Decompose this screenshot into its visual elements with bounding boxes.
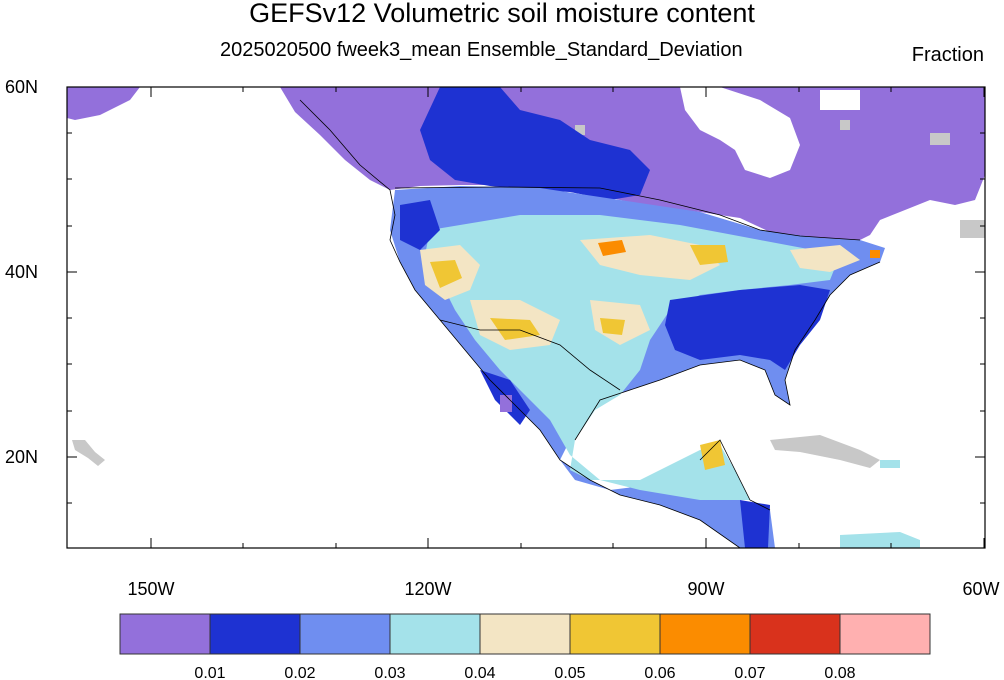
colorbar-swatch bbox=[389, 613, 481, 655]
field-centralamerica bbox=[740, 500, 770, 548]
field-southwest bbox=[400, 200, 440, 250]
field-orange-1 bbox=[598, 240, 626, 256]
colorbar-label: 0.04 bbox=[464, 665, 495, 680]
coastlines bbox=[299, 99, 881, 548]
colorbar-label: 0.06 bbox=[644, 665, 675, 680]
lon-ticks bbox=[150, 87, 985, 548]
colorbar-label: 0.03 bbox=[374, 665, 405, 680]
field-alaska bbox=[67, 87, 140, 120]
coastline-gulf bbox=[574, 261, 881, 441]
colorbar-label: 0.01 bbox=[194, 665, 225, 680]
field-southeast bbox=[665, 285, 830, 370]
colorbar-swatch bbox=[209, 613, 301, 655]
lon-label-90w: 90W bbox=[687, 579, 724, 599]
colorbar-swatch bbox=[839, 613, 931, 655]
coastline-yucatan bbox=[699, 439, 771, 511]
field-orange-2 bbox=[870, 250, 880, 258]
map-subtitle: 2025020500 fweek3_mean Ensemble_Standard… bbox=[220, 39, 743, 61]
border-us-mexico bbox=[439, 319, 621, 391]
colorbar-label: 0.02 bbox=[284, 665, 315, 680]
colorbar-swatch bbox=[299, 613, 391, 655]
field-usa-cyan bbox=[425, 215, 840, 500]
colorbar-swatch bbox=[749, 613, 841, 655]
field-gold-5 bbox=[600, 318, 625, 335]
colorbar: 0.01 0.02 0.03 0.04 0.05 0.06 0.07 0.08 bbox=[119, 613, 931, 680]
border-us-canada bbox=[394, 186, 861, 241]
lat-ticks bbox=[67, 86, 985, 504]
field-hawaii bbox=[72, 440, 105, 466]
field-caribbean bbox=[770, 435, 880, 468]
colorbar-label: 0.07 bbox=[734, 665, 765, 680]
lon-label-120w: 120W bbox=[404, 579, 451, 599]
field-gold-1 bbox=[430, 260, 462, 288]
units-label: Fraction bbox=[911, 44, 984, 66]
field-missing bbox=[960, 220, 985, 238]
colorbar-swatch bbox=[479, 613, 571, 655]
field-missing bbox=[840, 120, 850, 130]
map-field bbox=[67, 87, 985, 548]
field-missing bbox=[575, 125, 585, 135]
field-gold-2 bbox=[490, 318, 540, 340]
lon-label-60w: 60W bbox=[962, 579, 999, 599]
lat-label-60n: 60N bbox=[5, 77, 38, 97]
lat-label-40n: 40N bbox=[5, 262, 38, 282]
map-title: GEFSv12 Volumetric soil moisture content bbox=[249, 0, 755, 28]
field-baja-purple bbox=[500, 395, 512, 412]
field-gold-3 bbox=[690, 245, 728, 265]
lat-label-20n: 20N bbox=[5, 447, 38, 467]
lon-label-150w: 150W bbox=[127, 579, 174, 599]
field-gap bbox=[820, 90, 860, 110]
colorbar-swatch bbox=[569, 613, 661, 655]
colorbar-swatch bbox=[659, 613, 751, 655]
field-canada-blue bbox=[420, 87, 650, 200]
field-missing bbox=[930, 133, 950, 145]
colorbar-swatch bbox=[119, 613, 211, 655]
field-hudson-bay bbox=[680, 87, 800, 178]
field-cuba-cyan bbox=[880, 460, 900, 468]
colorbar-label: 0.08 bbox=[824, 665, 855, 680]
field-tan-5 bbox=[790, 245, 860, 272]
colorbar-label: 0.05 bbox=[554, 665, 585, 680]
field-southamerica bbox=[840, 532, 920, 548]
field-gold-4 bbox=[700, 440, 725, 470]
coastline-west bbox=[299, 99, 741, 548]
